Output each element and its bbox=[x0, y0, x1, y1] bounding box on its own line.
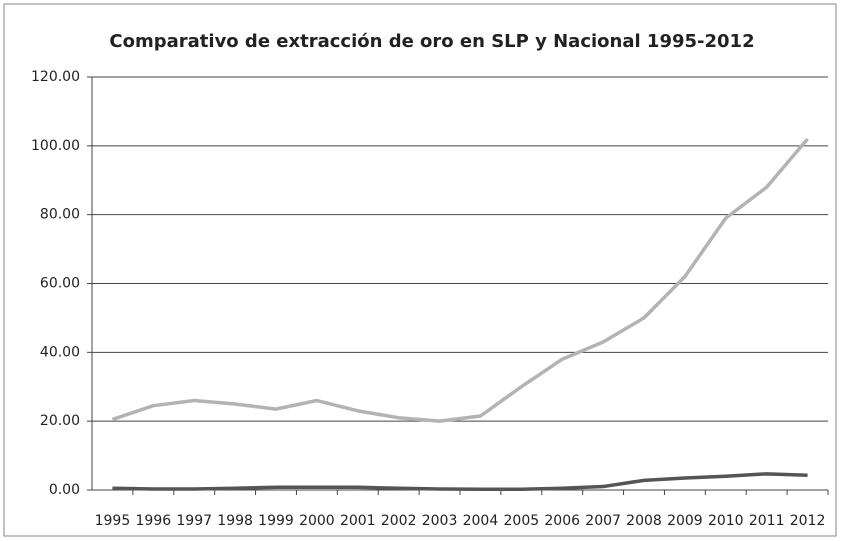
x-tick-label: 1998 bbox=[217, 513, 253, 529]
series-line bbox=[112, 472, 808, 492]
x-tick-label: 2011 bbox=[749, 513, 785, 529]
x-tick-label: 2008 bbox=[626, 513, 662, 529]
x-tick-label: 2005 bbox=[504, 513, 540, 529]
x-tick-label: 2006 bbox=[544, 513, 580, 529]
x-tick-label: 2004 bbox=[463, 513, 499, 529]
x-tick-label: 2010 bbox=[708, 513, 744, 529]
x-tick-label: 2009 bbox=[667, 513, 703, 529]
x-tick-label: 1997 bbox=[176, 513, 212, 529]
chart-border bbox=[3, 3, 837, 537]
y-tick-label: 80.00 bbox=[40, 207, 80, 223]
series-line bbox=[111, 137, 809, 423]
x-tick-label: 2002 bbox=[381, 513, 417, 529]
x-tick-label: 2000 bbox=[299, 513, 335, 529]
chart-title: Comparativo de extracción de oro en SLP … bbox=[109, 31, 754, 52]
y-tick-label: 40.00 bbox=[40, 344, 80, 360]
x-tick-label: 1999 bbox=[258, 513, 294, 529]
x-tick-label: 1996 bbox=[136, 513, 172, 529]
x-tick-label: 2003 bbox=[422, 513, 458, 529]
x-tick-label: 2007 bbox=[585, 513, 621, 529]
x-tick-label: 2012 bbox=[790, 513, 826, 529]
x-tick-label: 1995 bbox=[95, 513, 131, 529]
y-tick-label: 60.00 bbox=[40, 276, 80, 292]
y-tick-label: 120.00 bbox=[31, 69, 80, 85]
y-tick-label: 20.00 bbox=[40, 413, 80, 429]
y-tick-label: 100.00 bbox=[31, 138, 80, 154]
x-tick-label: 2001 bbox=[340, 513, 376, 529]
y-tick-label: 0.00 bbox=[49, 482, 80, 498]
